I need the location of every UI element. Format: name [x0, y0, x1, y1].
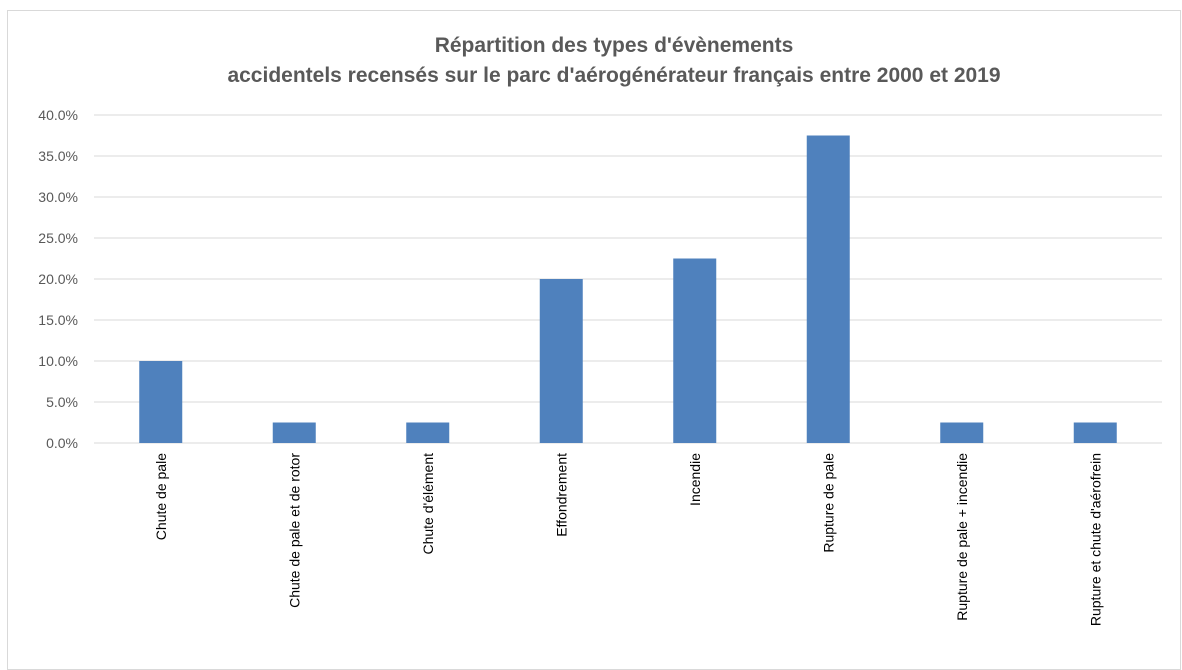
y-tick-label: 25.0% [38, 230, 78, 246]
x-category-label: Effondrement [553, 453, 569, 537]
chart-area [7, 10, 1181, 670]
x-category-label: Rupture et chute d'aérofrein [1087, 453, 1103, 626]
x-category-label: Chute de pale [153, 453, 169, 540]
bars [139, 135, 1117, 443]
x-axis-category-labels: Chute de pale Chute de pale et de rotor Ch… [153, 453, 1104, 626]
bar [1073, 422, 1117, 443]
x-category-label: Incendie [687, 453, 703, 506]
bar [539, 279, 583, 443]
bar [406, 422, 450, 443]
bar [673, 258, 717, 443]
y-tick-label: 15.0% [38, 312, 78, 328]
gridlines [94, 114, 1162, 444]
chart-title-line-2: accidentels recensés sur le parc d'aérog… [227, 64, 1000, 87]
chart-title: Répartition des types d'évènements accid… [227, 34, 1000, 87]
x-category-label: Rupture de pale [820, 453, 836, 553]
y-tick-label: 0.0% [46, 435, 78, 451]
y-tick-label: 30.0% [38, 189, 78, 205]
bar [806, 135, 850, 443]
bar [272, 422, 316, 443]
bar [139, 361, 183, 443]
y-tick-label: 10.0% [38, 353, 78, 369]
y-axis-tick-labels: 0.0% 5.0% 10.0% 15.0% 20.0% 25.0% 30.0% 35.0% 40… [38, 107, 78, 451]
bar [940, 422, 984, 443]
x-category-label: Chute d'élément [420, 453, 436, 555]
x-category-label: Chute de pale et de rotor [286, 453, 302, 608]
chart-title-line-1: Répartition des types d'évènements [435, 34, 794, 57]
x-category-label: Rupture de pale + incendie [954, 453, 970, 621]
y-tick-label: 35.0% [38, 148, 78, 164]
y-tick-label: 20.0% [38, 271, 78, 287]
y-tick-label: 40.0% [38, 107, 78, 123]
y-tick-label: 5.0% [46, 394, 78, 410]
